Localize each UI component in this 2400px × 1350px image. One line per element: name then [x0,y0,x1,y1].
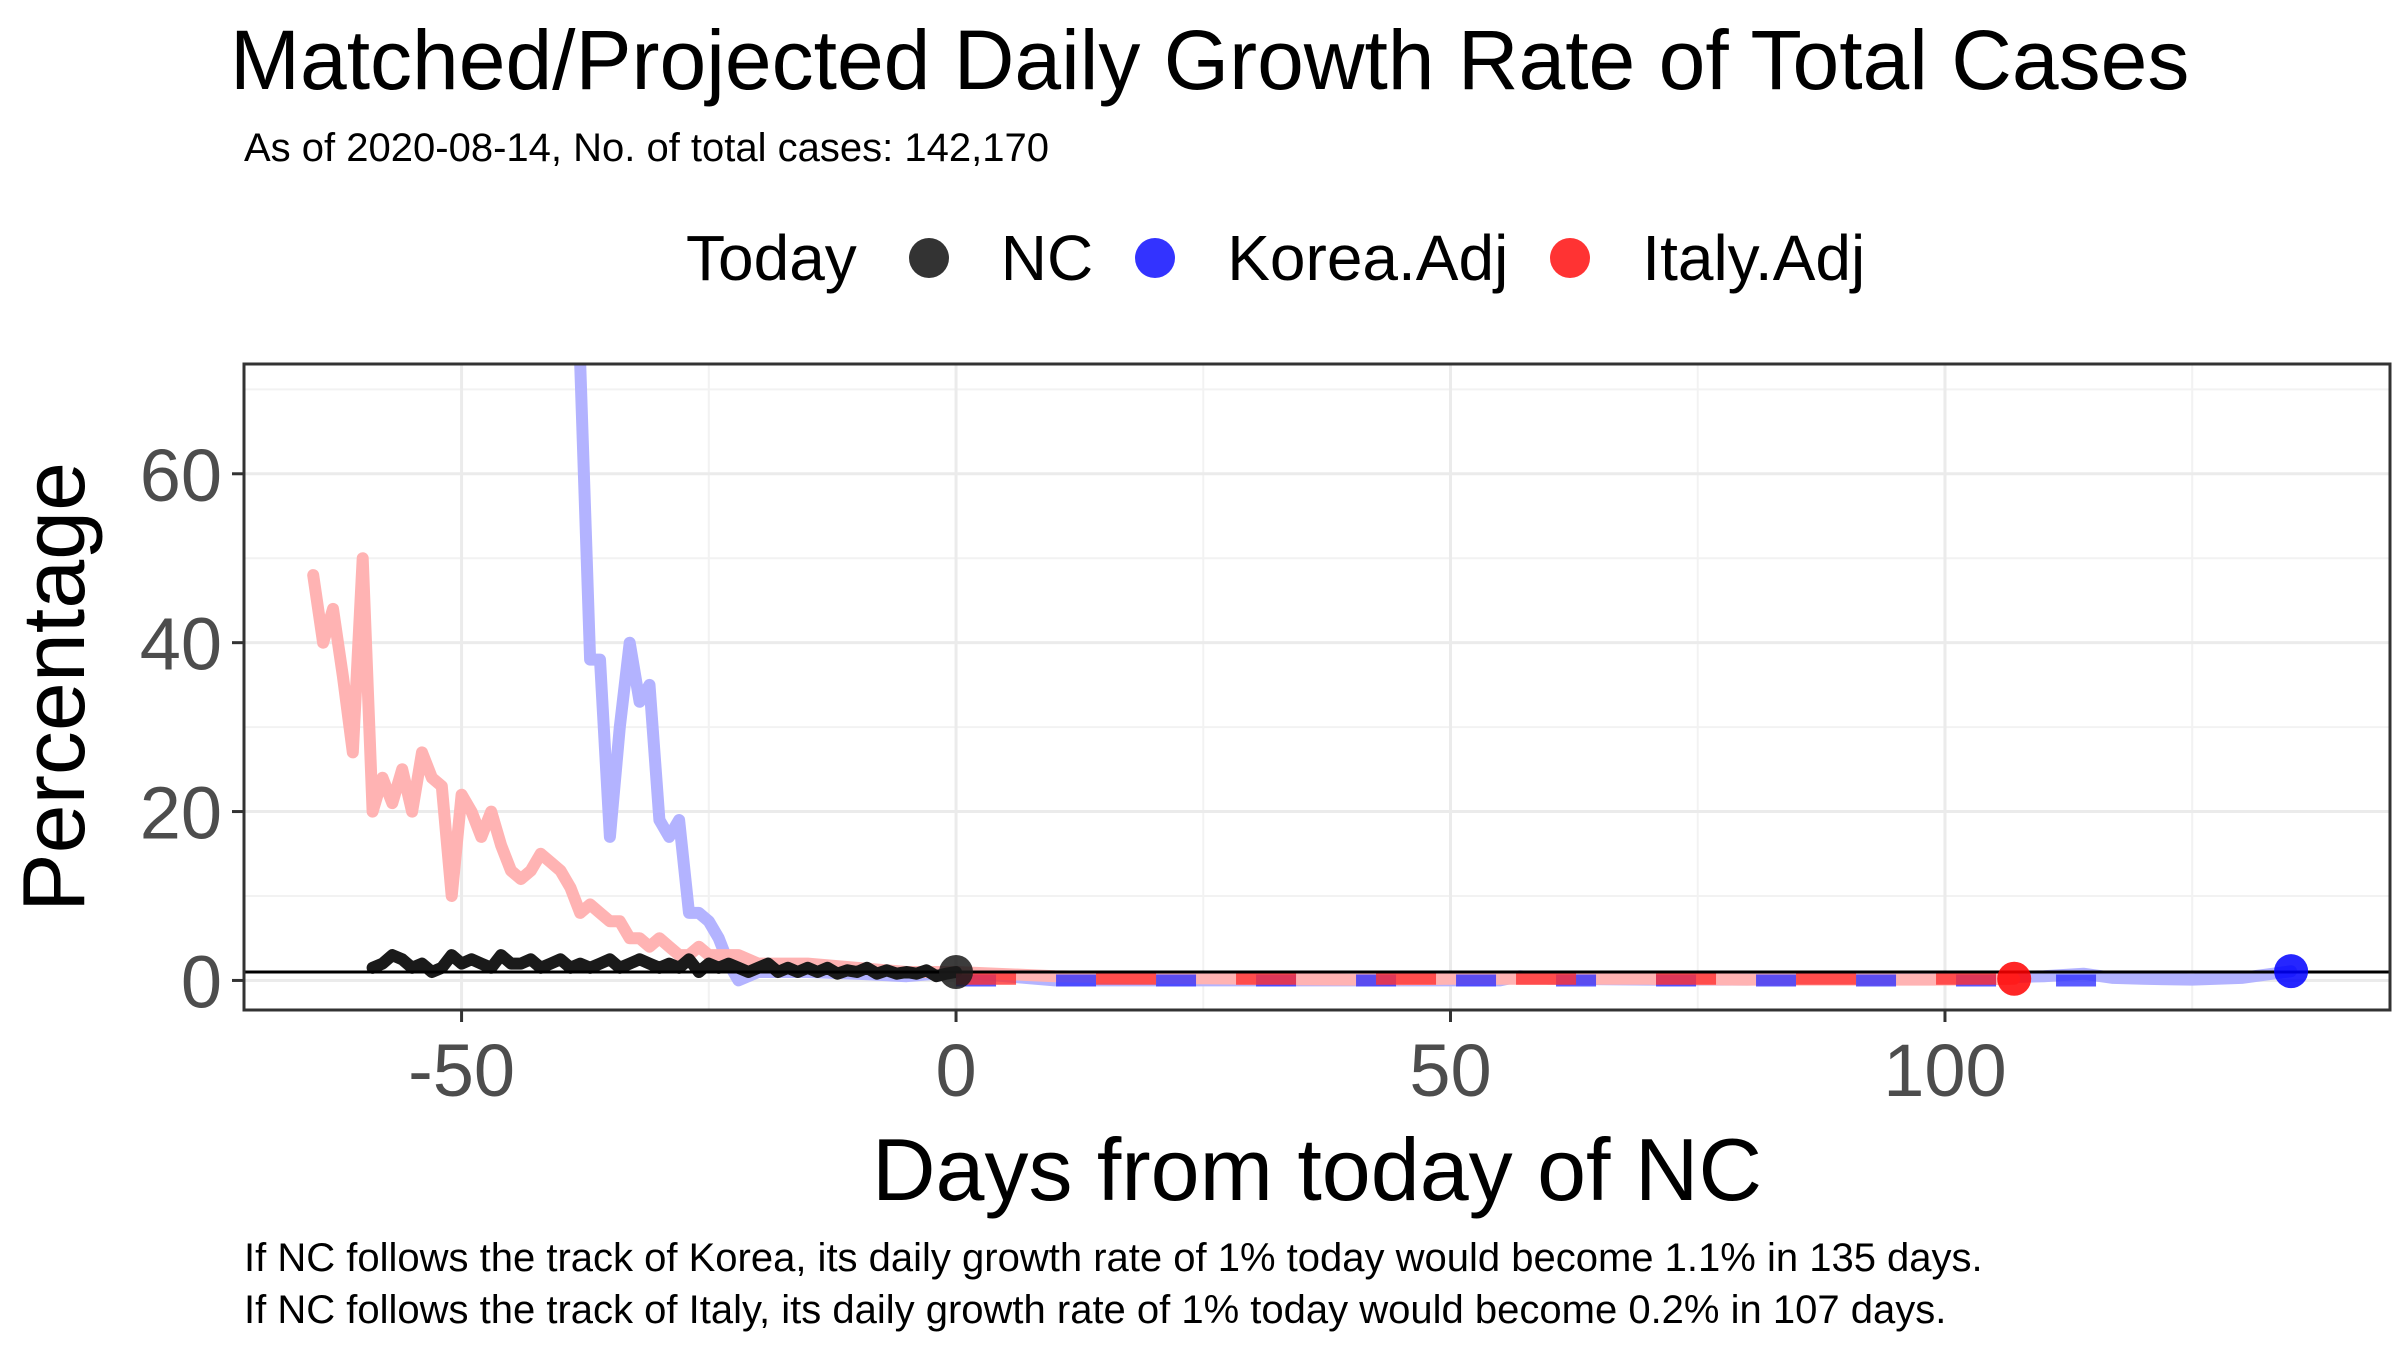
series-line-italy-adj [307,552,2021,986]
x-axis-title: Days from today of NC [872,1120,1762,1219]
caption-korea: If NC follows the track of Korea, its da… [244,1236,1983,1280]
today-point-italy-adj [1997,961,2032,996]
y-tick-label: 40 [140,603,222,686]
legend-dot-korea-icon [1135,238,1176,278]
legend: Today NC Korea.Adj Italy.Adj [686,218,1907,298]
x-tick-label: 50 [1409,1029,1491,1112]
caption: If NC follows the track of Korea, its da… [244,1232,1983,1336]
y-tick-label: 0 [181,940,222,1023]
legend-label-italy: Italy.Adj [1642,222,1866,294]
today-point-nc [939,955,974,989]
legend-title: Today [686,222,857,294]
chart-subtitle: As of 2020-08-14, No. of total cases: 14… [244,126,1049,170]
panel-border [242,362,2392,1012]
legend-label-nc: NC [1000,222,1094,294]
legend-dot-italy-icon [1550,238,1591,278]
today-point-korea-adj [2274,954,2309,989]
x-tick-label: 100 [1883,1029,2006,1112]
legend-item-korea: Korea.Adj [1135,221,1508,295]
y-tick-label: 60 [140,434,222,517]
series-line-korea-adj [574,364,2298,987]
legend-item-nc: NC [908,221,1094,295]
legend-dot-nc-icon [908,238,949,278]
legend-item-italy: Italy.Adj [1550,221,1865,295]
y-tick-label: 20 [140,772,222,855]
x-tick-label: -50 [408,1029,515,1112]
y-axis-title: Percentage [4,462,103,912]
chart-title: Matched/Projected Daily Growth Rate of T… [230,13,2190,107]
x-tick-label: 0 [935,1029,976,1112]
legend-label-korea: Korea.Adj [1227,222,1509,294]
caption-italy: If NC follows the track of Italy, its da… [244,1288,1947,1332]
